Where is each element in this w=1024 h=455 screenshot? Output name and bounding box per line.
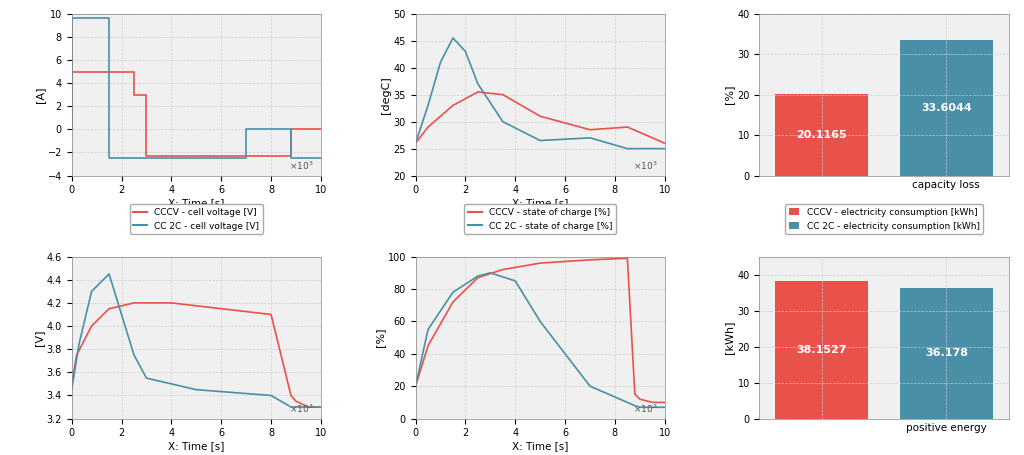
Bar (775, 94, 868, 176)
Y-axis label: [V]: [V] (34, 329, 44, 346)
Text: $\times10^3$: $\times10^3$ (289, 160, 313, 172)
Text: $\times10^3$: $\times10^3$ (633, 403, 657, 415)
Y-axis label: [degC]: [degC] (381, 76, 390, 113)
Bar (775, 281, 868, 419)
Y-axis label: [kWh]: [kWh] (725, 321, 734, 354)
Legend: CCCV - cell voltage [V], CC 2C - cell voltage [V]: CCCV - cell voltage [V], CC 2C - cell vo… (130, 204, 263, 234)
X-axis label: X: Time [s]: X: Time [s] (168, 441, 224, 451)
X-axis label: X: Time [s]: X: Time [s] (168, 198, 224, 208)
Text: 36.178: 36.178 (925, 349, 968, 359)
Text: 33.6044: 33.6044 (921, 102, 972, 112)
Text: 38.1527: 38.1527 (797, 345, 847, 355)
Text: $\times10^3$: $\times10^3$ (633, 160, 657, 172)
X-axis label: X: Time [s]: X: Time [s] (512, 198, 568, 208)
Text: $\times10^3$: $\times10^3$ (289, 403, 313, 415)
Text: 20.1165: 20.1165 (797, 130, 847, 140)
Bar (900, 40, 993, 176)
Y-axis label: [%]: [%] (725, 85, 734, 104)
X-axis label: X: Time [s]: X: Time [s] (512, 441, 568, 451)
Y-axis label: [%]: [%] (375, 328, 385, 347)
Y-axis label: [A]: [A] (35, 86, 45, 103)
Legend: CCCV - state of charge [%], CC 2C - state of charge [%]: CCCV - state of charge [%], CC 2C - stat… (465, 204, 615, 234)
Bar (900, 288, 993, 419)
Legend: CCCV - electricity consumption [kWh], CC 2C - electricity consumption [kWh]: CCCV - electricity consumption [kWh], CC… (785, 204, 983, 234)
